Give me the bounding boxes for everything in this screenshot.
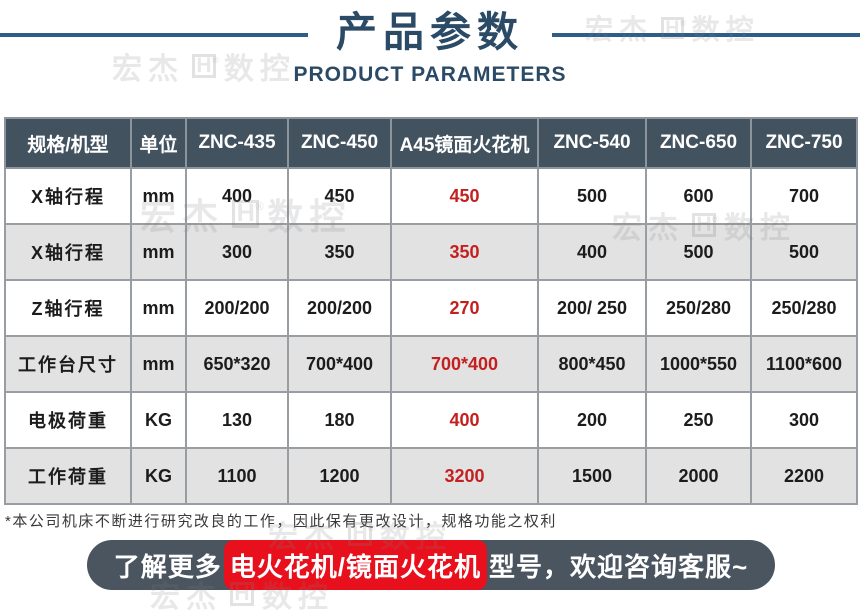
- cell-value: 250/280: [750, 279, 858, 337]
- cell-value: 1100: [185, 447, 289, 505]
- cell-value: 500: [645, 223, 752, 281]
- cell-value: 400: [390, 391, 539, 449]
- column-header: 单位: [130, 117, 187, 169]
- row-label: 工作荷重: [4, 447, 132, 505]
- row-unit: mm: [130, 335, 187, 393]
- cell-value: 650*320: [185, 335, 289, 393]
- cell-value: 700*400: [390, 335, 539, 393]
- row-label: X轴行程: [4, 167, 132, 225]
- table-row: Z轴行程 mm 200/200 200/200 270 200/ 250 250/280 25…: [4, 279, 858, 337]
- cell-value: 300: [185, 223, 289, 281]
- cell-value: 1200: [287, 447, 392, 505]
- cell-value: 200/200: [287, 279, 392, 337]
- table-row: 工作台尺寸 mm 650*320 700*400 700*400 800*450 1000*…: [4, 335, 858, 393]
- page-subtitle: PRODUCT PARAMETERS: [293, 63, 567, 87]
- row-label: X轴行程: [4, 223, 132, 281]
- row-label: 工作台尺寸: [4, 335, 132, 393]
- cell-value: 2000: [645, 447, 752, 505]
- cell-value: 300: [750, 391, 858, 449]
- column-header: ZNC-750: [750, 117, 858, 169]
- cell-value: 200/200: [185, 279, 289, 337]
- page-title: 产品参数: [336, 9, 524, 55]
- cell-value: 450: [287, 167, 392, 225]
- title-divider-left: [0, 32, 308, 37]
- table-row: X轴行程 mm 300 350 350 400 500 500: [4, 223, 858, 281]
- row-unit: mm: [130, 279, 187, 337]
- cell-value: 500: [750, 223, 858, 281]
- table-row: X轴行程 mm 400 450 450 500 600 700: [4, 167, 858, 225]
- cell-value: 200: [537, 391, 647, 449]
- cell-value: 500: [537, 167, 647, 225]
- column-header: ZNC-540: [537, 117, 647, 169]
- table-body: X轴行程 mm 400 450 450 500 600 700 X轴行程 mm 300 350 350 4…: [4, 167, 858, 505]
- banner-highlight: 电火花机/镜面火花机: [223, 540, 488, 590]
- column-header: 规格/机型: [4, 117, 132, 169]
- row-label: 电极荷重: [4, 391, 132, 449]
- contact-banner[interactable]: 了解更多 电火花机/镜面火花机 型号，欢迎咨询客服~: [87, 540, 775, 590]
- cell-value: 600: [645, 167, 752, 225]
- table-row: 电极荷重 KG 130 180 400 200 250 300: [4, 391, 858, 449]
- row-unit: mm: [130, 167, 187, 225]
- table-row: 工作荷重 KG 1100 1200 3200 1500 2000 2200: [4, 447, 858, 505]
- cell-value: 250/280: [645, 279, 752, 337]
- column-header: ZNC-450: [287, 117, 392, 169]
- product-parameters-table: 规格/机型 单位 ZNC-435 ZNC-450 A45镜面火花机 ZNC-540 ZNC-…: [4, 117, 858, 505]
- title-block: 产品参数 PRODUCT PARAMETERS: [0, 6, 860, 87]
- cell-value: 130: [185, 391, 289, 449]
- cell-value: 200/ 250: [537, 279, 647, 337]
- row-unit: KG: [130, 447, 187, 505]
- cell-value: 250: [645, 391, 752, 449]
- column-header: ZNC-650: [645, 117, 752, 169]
- banner-suffix: 型号，欢迎咨询客服~: [489, 551, 749, 582]
- title-divider-right: [552, 32, 860, 37]
- cell-value: 400: [185, 167, 289, 225]
- cell-value: 400: [537, 223, 647, 281]
- cell-value: 800*450: [537, 335, 647, 393]
- column-header: A45镜面火花机: [390, 117, 539, 169]
- column-header: ZNC-435: [185, 117, 289, 169]
- cell-value: 700*400: [287, 335, 392, 393]
- disclaimer-note: *本公司机床不断进行研究改良的工作，因此保有更改设计，规格功能之权利: [5, 513, 557, 530]
- row-unit: KG: [130, 391, 187, 449]
- cell-value: 350: [390, 223, 539, 281]
- row-unit: mm: [130, 223, 187, 281]
- cell-value: 450: [390, 167, 539, 225]
- cell-value: 700: [750, 167, 858, 225]
- banner-prefix: 了解更多: [113, 551, 222, 582]
- cell-value: 350: [287, 223, 392, 281]
- cell-value: 2200: [750, 447, 858, 505]
- cell-value: 180: [287, 391, 392, 449]
- cell-value: 1000*550: [645, 335, 752, 393]
- cell-value: 3200: [390, 447, 539, 505]
- cell-value: 1500: [537, 447, 647, 505]
- table-header-row: 规格/机型 单位 ZNC-435 ZNC-450 A45镜面火花机 ZNC-540 ZNC-…: [4, 117, 858, 169]
- cell-value: 1100*600: [750, 335, 858, 393]
- row-label: Z轴行程: [4, 279, 132, 337]
- cell-value: 270: [390, 279, 539, 337]
